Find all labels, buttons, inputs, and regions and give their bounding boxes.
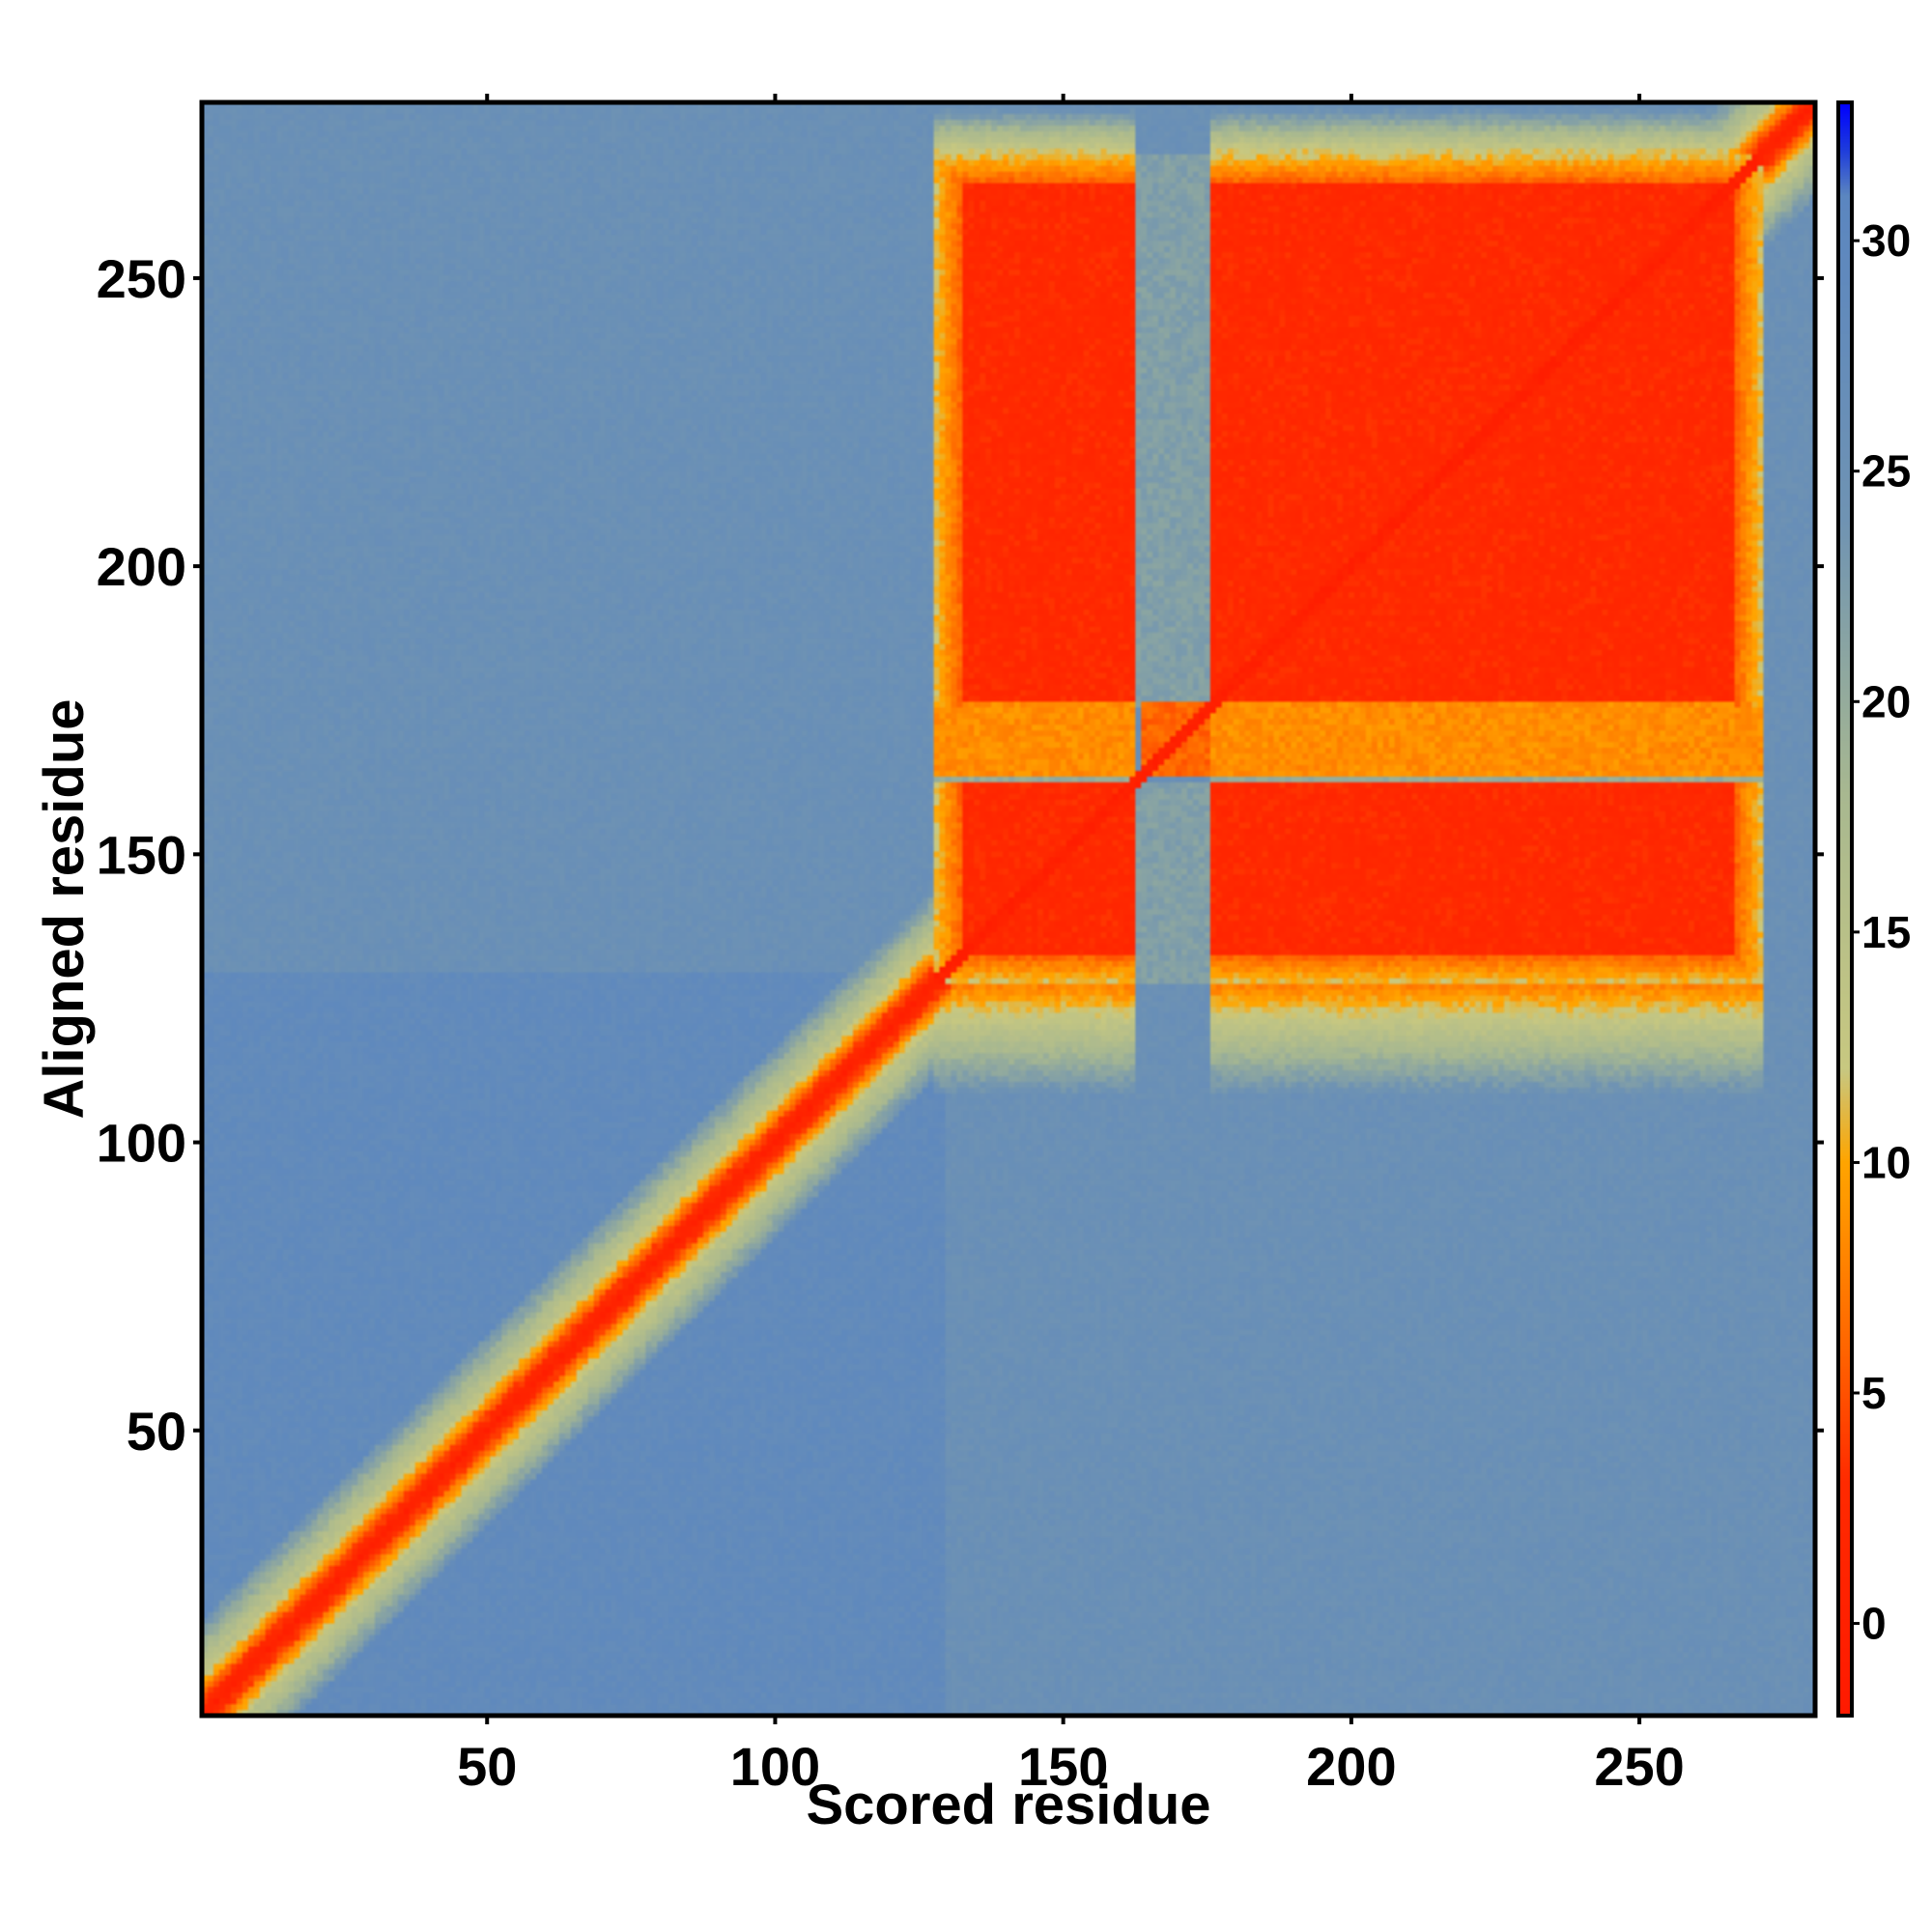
- y-axis-title: Aligned residue: [33, 698, 96, 1119]
- x-tick-label: 200: [1306, 1736, 1396, 1797]
- colorbar-tick-label: 25: [1861, 446, 1911, 497]
- colorbar-tick-label: 0: [1861, 1599, 1887, 1649]
- x-axis-title: Scored residue: [806, 1774, 1210, 1836]
- colorbar-tick-label: 5: [1861, 1368, 1887, 1418]
- colorbar-axis: 0 5 10 15 20 25 30: [1852, 215, 1911, 1649]
- y-tick-label: 250: [97, 248, 186, 309]
- colorbar-tick-label: 20: [1861, 676, 1911, 726]
- y-tick-label: 100: [97, 1113, 186, 1174]
- y-tick-label: 150: [97, 824, 186, 885]
- x-axis: 50 100 150 200 250: [457, 94, 1685, 1797]
- heatmap-image: [202, 102, 1815, 1716]
- x-tick-label: 150: [1018, 1736, 1108, 1797]
- colorbar-frame: [1836, 100, 1854, 1718]
- y-tick-label: 200: [97, 536, 186, 597]
- plot-frame: [199, 99, 1818, 1719]
- colorbar-tick-label: 10: [1861, 1137, 1911, 1187]
- x-tick-label: 250: [1594, 1736, 1684, 1797]
- colorbar-gradient: [1838, 102, 1852, 1716]
- y-tick-label: 50: [127, 1401, 186, 1462]
- y-axis: 50 100 150 200 250: [97, 248, 1824, 1462]
- colorbar-tick-label: 30: [1861, 215, 1911, 266]
- x-tick-label: 50: [457, 1736, 517, 1797]
- colorbar-tick-label: 15: [1861, 907, 1911, 957]
- x-tick-label: 100: [730, 1736, 820, 1797]
